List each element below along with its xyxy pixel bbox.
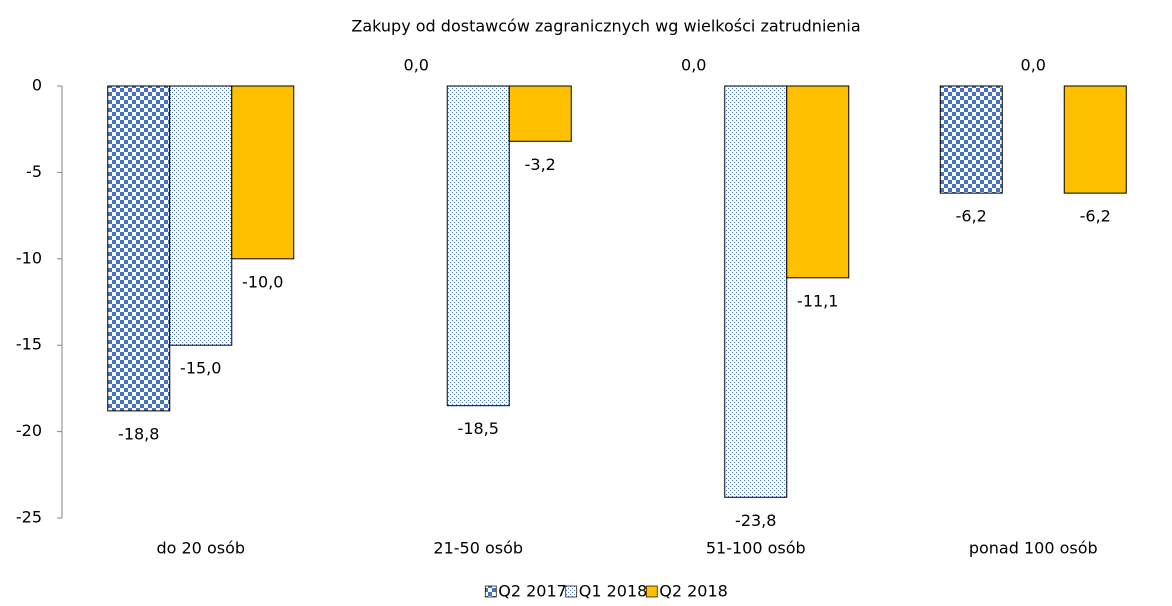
bar xyxy=(169,85,233,346)
chart-title: Zakupy od dostawców zagranicznych wg wie… xyxy=(351,17,860,36)
y-tick-label: -20 xyxy=(16,421,42,440)
bar xyxy=(446,85,510,407)
legend-label: Q1 2018 xyxy=(579,582,648,601)
value-label: -11,1 xyxy=(797,291,838,310)
legend-swatch xyxy=(484,585,497,598)
bar xyxy=(231,85,295,260)
value-label: 0,0 xyxy=(681,56,706,75)
legend-swatch xyxy=(645,585,658,598)
bar xyxy=(786,85,850,279)
value-label: -10,0 xyxy=(242,272,283,291)
y-tick-label: 0 xyxy=(32,76,42,95)
bar xyxy=(1063,85,1127,194)
bar xyxy=(508,85,572,142)
value-label: -3,2 xyxy=(525,155,556,174)
y-tick-label: -5 xyxy=(26,162,42,181)
bar xyxy=(724,85,788,498)
value-label: -6,2 xyxy=(956,207,987,226)
x-tick-label: 51-100 osób xyxy=(706,539,806,558)
legend-label: Q2 2017 xyxy=(498,582,567,601)
value-label: -23,8 xyxy=(735,511,776,530)
bar xyxy=(939,85,1003,194)
bar xyxy=(107,85,171,412)
value-label: 0,0 xyxy=(404,56,429,75)
value-label: 0,0 xyxy=(1021,56,1046,75)
legend-label: Q2 2018 xyxy=(659,582,728,601)
y-tick-label: -25 xyxy=(16,508,42,527)
x-tick-label: ponad 100 osób xyxy=(969,539,1098,558)
legend-swatch xyxy=(565,585,578,598)
y-tick-label: -10 xyxy=(16,248,42,267)
value-label: -15,0 xyxy=(180,359,221,378)
x-tick-label: do 20 osób xyxy=(156,539,245,558)
y-tick-label: -15 xyxy=(16,335,42,354)
value-label: -6,2 xyxy=(1080,207,1111,226)
x-tick-label: 21-50 osób xyxy=(433,539,523,558)
value-label: -18,8 xyxy=(118,424,159,443)
value-label: -18,5 xyxy=(458,419,499,438)
